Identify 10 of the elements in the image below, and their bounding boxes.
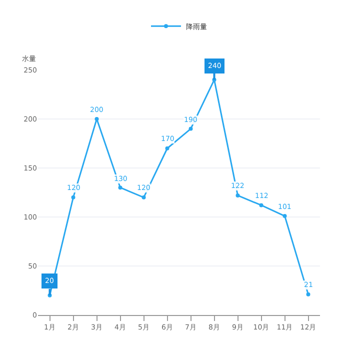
point [282, 214, 287, 218]
point [306, 292, 310, 296]
point [259, 203, 264, 208]
point [94, 117, 99, 121]
point [118, 186, 122, 190]
point [71, 195, 76, 200]
point [236, 193, 240, 198]
point [188, 126, 193, 131]
point [142, 195, 146, 200]
point [165, 146, 170, 150]
